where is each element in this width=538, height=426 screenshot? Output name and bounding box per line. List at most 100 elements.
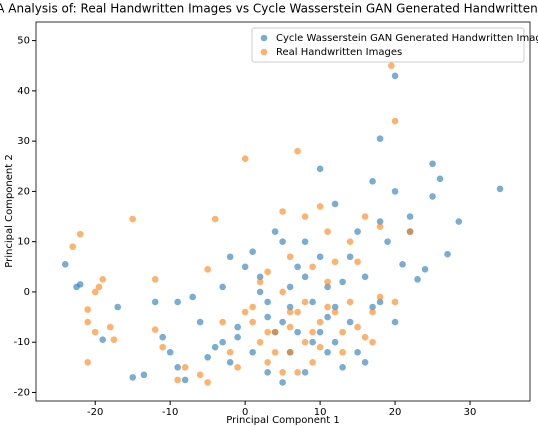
point [414,276,421,283]
point [391,188,399,195]
point [174,364,181,371]
point [369,303,376,311]
point [444,250,451,258]
point [294,263,301,271]
point [301,273,309,281]
legend-label: Real Handwritten Images [276,47,402,58]
point [301,369,309,376]
point [84,358,92,366]
point [421,266,429,273]
point [316,343,324,351]
y-axis-label: Principal Component 2 [4,154,15,267]
point [331,258,339,266]
point [346,298,354,306]
point [226,253,234,261]
point [151,326,159,333]
point [391,117,399,125]
point [309,328,316,336]
point [181,364,189,371]
point [211,343,219,351]
point [286,253,294,261]
point [331,200,339,208]
point [256,278,264,286]
point [406,228,414,235]
point [346,238,354,245]
point [286,323,294,331]
point [331,303,339,311]
point [226,348,234,356]
point [129,374,137,381]
point [324,278,331,286]
point [204,379,211,386]
point [84,318,92,326]
point [279,318,286,326]
point [219,338,226,346]
point [174,376,181,384]
point [264,298,271,306]
point [376,293,384,301]
point [286,308,294,316]
point [361,358,369,366]
point [286,348,294,356]
point [204,266,211,273]
y-tick-label: 0 [24,287,30,298]
point [249,318,256,326]
point [324,303,331,311]
point [234,333,241,341]
point [369,178,376,185]
point [376,223,384,230]
point [339,348,346,356]
point [99,336,107,343]
point [264,358,271,366]
x-tick-label: 0 [242,407,248,418]
point [316,165,324,173]
point [114,303,122,311]
point [301,338,309,346]
point [271,228,279,235]
y-tick-label: -10 [14,337,30,348]
point [406,213,414,220]
point [354,348,361,356]
point [91,328,99,336]
point [226,358,234,366]
point [211,215,219,223]
point [324,283,331,291]
x-tick-label: 30 [464,407,477,418]
point [369,338,376,346]
point [354,323,361,331]
legend-label: Cycle Wasserstein GAN Generated Handwrit… [276,33,538,44]
point [286,303,294,311]
point [151,298,159,306]
point [151,276,159,283]
point [324,228,331,235]
point [388,62,395,70]
chart-title: PCA Analysis of: Real Handwritten Images… [0,2,538,16]
point [361,213,369,220]
point [316,318,324,326]
point [369,308,376,316]
point [309,263,316,271]
x-axis-label: Principal Component 1 [226,415,339,426]
point [324,313,331,321]
point [309,338,316,346]
point [455,218,463,225]
point [241,263,249,271]
point [391,318,399,326]
point [204,353,211,361]
point [181,376,189,384]
point [241,155,249,163]
point [376,298,384,306]
point [110,336,118,343]
point [219,283,226,291]
point [249,348,256,356]
point [294,369,301,376]
point [271,348,279,356]
point [354,258,361,266]
point [166,348,174,356]
point [429,193,436,200]
plot-frame [35,21,531,402]
point [279,238,286,245]
y-tick-label: 10 [17,237,30,248]
y-tick-label: 30 [17,136,30,147]
